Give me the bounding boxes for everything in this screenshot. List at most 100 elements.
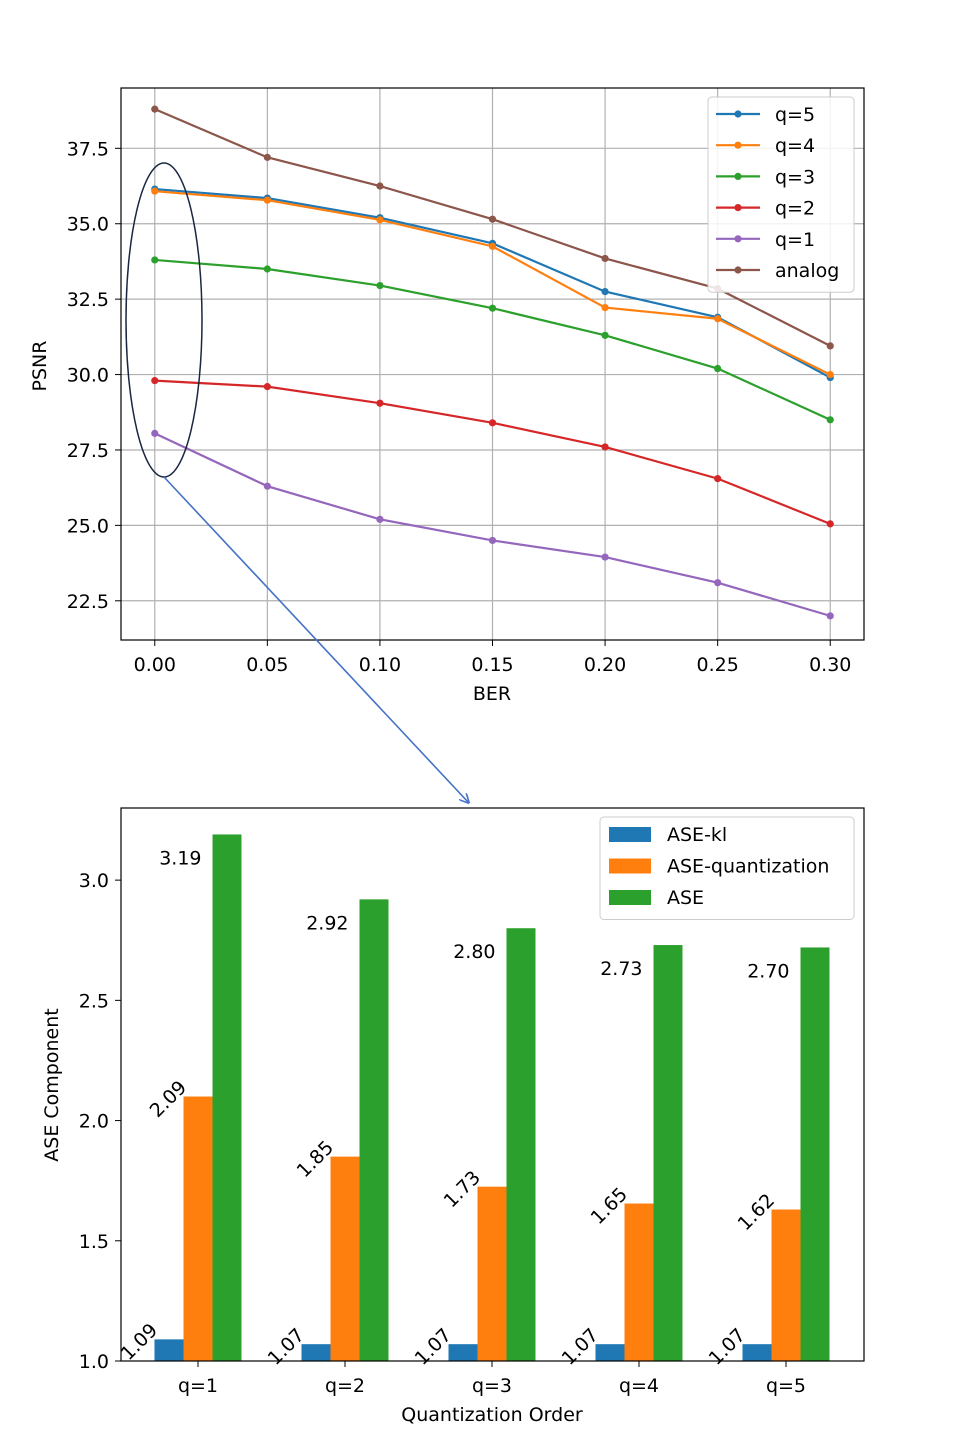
data-point-q=4 (488, 242, 497, 250)
line-chart-x-tick-label: 0.30 (809, 654, 851, 676)
data-point-q=4 (601, 303, 609, 312)
bar-chart-y-tick-label: 1.0 (79, 1351, 109, 1373)
highlight-ellipse (125, 162, 203, 478)
bar-chart-legend-box (599, 816, 855, 920)
line-chart-y-tick-label: 32.5 (67, 289, 109, 311)
bar-chart-y-tick-label: 3.0 (79, 870, 109, 892)
legend-label: q=4 (775, 135, 815, 157)
bar-chart-x-tick-label: q=5 (766, 1375, 806, 1397)
line-chart-y-tick-label: 35.0 (67, 214, 109, 236)
data-point-q=3 (151, 256, 159, 264)
line-chart-x-tick-label: 0.25 (696, 654, 738, 676)
bar-chart-y-ticks: 1.0 1.5 2.0 2.5 3.0 (79, 870, 121, 1373)
data-point-q=4 (151, 187, 159, 195)
bar-chart-y-tick-label: 2.5 (79, 990, 109, 1012)
data-point-q=2 (714, 475, 722, 483)
bar-ASE-quantization-q=1 (183, 1096, 213, 1361)
data-point-analog (376, 182, 384, 190)
data-point-q=1 (601, 553, 609, 561)
data-point-q=4 (376, 216, 384, 224)
data-point-q=3 (601, 331, 609, 339)
bar-ASE-q=1 (212, 834, 242, 1361)
line-chart-legend: q=5 q=4 q=3 q=2 q=1 analog (707, 96, 855, 293)
bar-chart-x-tick-label: q=3 (472, 1375, 512, 1397)
value-label-ASE: 2.70 (747, 960, 789, 982)
data-point-q=1 (714, 579, 722, 587)
line-chart-y-tick-label: 22.5 (67, 591, 109, 613)
line-chart-y-tick-label: 25.0 (67, 515, 109, 537)
bar-chart-x-tick-label: q=4 (619, 1375, 659, 1397)
line-chart-x-tick-label: 0.05 (246, 654, 288, 676)
line-chart-y-tick-label: 27.5 (67, 440, 109, 462)
bar-ASE-quantization-q=4 (624, 1203, 654, 1361)
legend-label: analog (775, 260, 839, 282)
bar-ASE-quantization-q=3 (477, 1186, 507, 1361)
data-point-q=3 (714, 364, 722, 373)
legend-marker (734, 266, 742, 274)
bar-ASE-q=2 (359, 899, 389, 1361)
legend-label: q=5 (775, 104, 815, 126)
legend-marker (734, 204, 742, 212)
bar-chart-x-ticks: q=1 q=2 q=3 q=4 q=5 (178, 1361, 806, 1397)
value-label-ASE: 2.92 (306, 912, 348, 934)
value-label-ASE: 2.80 (453, 941, 495, 963)
legend-bar-swatch (609, 890, 651, 905)
bar-ASE-q=5 (800, 947, 830, 1361)
line-chart-x-ticks: 0.00 0.05 0.10 0.15 0.20 0.25 0.30 (134, 640, 851, 676)
psnr-line-chart: 0.00 0.05 0.10 0.15 0.20 0.25 0.30 22.5 25.0 27.… (29, 87, 865, 802)
data-point-q=1 (151, 429, 159, 437)
data-point-q=2 (151, 376, 159, 385)
legend-bar-swatch (609, 827, 651, 842)
line-chart-y-tick-label: 37.5 (67, 138, 109, 160)
legend-label: ASE (667, 887, 704, 909)
bar-ASE-kl-q=1 (154, 1339, 184, 1361)
line-chart-y-tick-label: 30.0 (67, 365, 109, 387)
legend-label: q=1 (775, 229, 815, 251)
legend-marker (734, 235, 742, 243)
bar-ASE-q=3 (506, 928, 536, 1361)
data-point-analog (151, 105, 159, 113)
line-chart-x-axis-title: BER (473, 683, 511, 705)
value-label-ASE: 2.73 (600, 958, 642, 980)
bar-ASE-kl-q=2 (301, 1344, 331, 1361)
line-chart-y-ticks: 22.5 25.0 27.5 30.0 32.5 35.0 37.5 (67, 138, 121, 613)
data-point-q=1 (826, 612, 834, 620)
legend-label: q=3 (775, 166, 815, 188)
bar-ASE-quantization-q=5 (771, 1209, 801, 1361)
line-chart-x-tick-label: 0.20 (584, 654, 626, 676)
data-point-q=1 (263, 482, 271, 490)
bar-chart-x-axis-title: Quantization Order (401, 1404, 583, 1426)
bar-chart-y-axis-title: ASE Component (41, 1008, 63, 1161)
bar-ASE-quantization-q=2 (330, 1156, 360, 1361)
bar-chart-x-tick-label: q=1 (178, 1375, 218, 1397)
data-point-q=2 (488, 419, 497, 427)
data-point-q=2 (376, 399, 384, 407)
data-point-q=4 (714, 315, 722, 323)
data-point-q=1 (488, 536, 497, 545)
value-label-ASE: 3.19 (159, 847, 201, 869)
data-point-q=2 (826, 520, 834, 528)
data-point-q=3 (263, 265, 271, 273)
data-point-analog (263, 153, 271, 161)
bar-chart-legend: ASE-kl ASE-quantization ASE (599, 816, 855, 920)
line-chart-x-tick-label: 0.10 (359, 654, 401, 676)
data-point-analog (488, 215, 497, 223)
legend-label: ASE-kl (667, 824, 727, 846)
legend-marker (734, 141, 742, 149)
legend-marker (734, 110, 742, 118)
line-chart-y-axis-title: PSNR (29, 341, 51, 392)
bar-ASE-q=4 (653, 945, 683, 1361)
bar-chart-x-tick-label: q=2 (325, 1375, 365, 1397)
data-point-q=3 (376, 281, 384, 290)
data-point-q=2 (601, 443, 609, 451)
data-point-q=4 (826, 370, 834, 379)
bar-chart-y-tick-label: 1.5 (79, 1231, 109, 1253)
data-point-analog (826, 342, 834, 350)
legend-marker (734, 172, 742, 180)
bar-ASE-kl-q=4 (595, 1344, 625, 1361)
legend-label: ASE-quantization (667, 856, 829, 878)
line-chart-x-tick-label: 0.15 (471, 654, 513, 676)
data-point-q=5 (601, 288, 609, 296)
data-point-q=3 (488, 304, 497, 312)
ase-bar-chart: 1.092.093.191.071.852.921.071.732.801.07… (41, 807, 865, 1426)
